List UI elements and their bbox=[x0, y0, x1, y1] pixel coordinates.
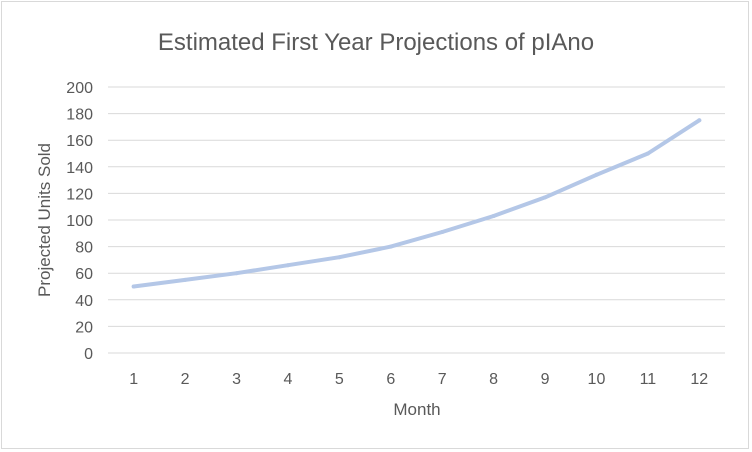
data-point bbox=[645, 151, 650, 156]
x-tick-label: 2 bbox=[181, 371, 190, 388]
data-point bbox=[697, 118, 702, 123]
gridlines bbox=[108, 86, 725, 354]
y-tick-label: 80 bbox=[75, 240, 93, 257]
y-tick-label: 0 bbox=[84, 346, 93, 363]
data-point bbox=[234, 271, 239, 276]
data-point bbox=[491, 214, 496, 219]
data-point bbox=[337, 255, 342, 260]
data-point bbox=[388, 244, 393, 249]
x-tick-label: 11 bbox=[640, 371, 657, 388]
data-point bbox=[131, 284, 136, 289]
x-tick-label: 3 bbox=[232, 371, 241, 388]
y-tick-label: 140 bbox=[66, 160, 93, 177]
y-tick-label: 20 bbox=[75, 319, 93, 336]
chart-title: Estimated First Year Projections of pIAn… bbox=[158, 29, 594, 56]
x-tick-label: 8 bbox=[489, 371, 498, 388]
data-point bbox=[285, 263, 290, 268]
y-tick-label: 180 bbox=[66, 107, 93, 124]
data-point bbox=[543, 195, 548, 200]
series-line bbox=[131, 118, 702, 289]
y-tick-label: 120 bbox=[66, 186, 93, 203]
data-point bbox=[440, 229, 445, 234]
y-axis-title: Projected Units Sold bbox=[35, 143, 54, 297]
x-tick-label: 7 bbox=[438, 371, 447, 388]
x-axis-title: Month bbox=[393, 400, 440, 419]
y-tick-label: 100 bbox=[66, 213, 93, 230]
series-layer bbox=[131, 118, 702, 289]
y-axis-ticks: 0 20 40 60 80 100 120 140 160 180 200 bbox=[66, 80, 93, 363]
data-point bbox=[594, 172, 599, 177]
x-axis-ticks: 1 2 3 4 5 6 7 8 9 10 11 12 bbox=[129, 371, 708, 388]
x-tick-label: 6 bbox=[386, 371, 395, 388]
x-tick-label: 4 bbox=[284, 371, 293, 388]
x-tick-label: 5 bbox=[335, 371, 344, 388]
y-tick-label: 40 bbox=[75, 293, 93, 310]
y-tick-label: 160 bbox=[66, 133, 93, 150]
data-point bbox=[183, 277, 188, 282]
y-tick-label: 200 bbox=[66, 80, 93, 97]
x-tick-label: 10 bbox=[588, 371, 606, 388]
x-tick-label: 1 bbox=[129, 371, 138, 388]
x-tick-label: 9 bbox=[541, 371, 550, 388]
x-tick-label: 12 bbox=[690, 371, 708, 388]
y-tick-label: 60 bbox=[75, 266, 93, 283]
